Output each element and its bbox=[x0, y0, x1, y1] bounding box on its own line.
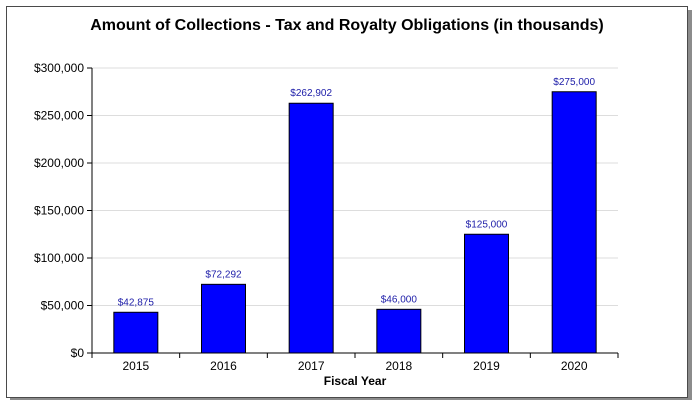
bar bbox=[201, 283, 246, 354]
y-tick-label: $300,000 bbox=[34, 61, 84, 75]
x-tick-label: 2015 bbox=[122, 359, 149, 373]
bar bbox=[288, 102, 334, 354]
data-label: $42,875 bbox=[118, 297, 155, 308]
x-tick-label: 2016 bbox=[210, 359, 237, 373]
bar bbox=[113, 311, 159, 354]
bar bbox=[464, 233, 509, 354]
x-tick-label: 2019 bbox=[473, 359, 500, 373]
chart-title: Amount of Collections - Tax and Royalty … bbox=[90, 17, 604, 34]
y-tick-label: $50,000 bbox=[41, 299, 85, 313]
data-label: $72,292 bbox=[205, 269, 242, 280]
y-tick-label: $250,000 bbox=[34, 109, 84, 123]
data-label: $275,000 bbox=[553, 77, 595, 88]
chart-frame: Amount of Collections - Tax and Royalty … bbox=[6, 6, 688, 398]
data-label: $46,000 bbox=[381, 294, 418, 305]
bar bbox=[551, 91, 597, 354]
x-axis-label: Fiscal Year bbox=[324, 374, 387, 388]
bar-chart: $0 $50,000 $100,000 $150,000 $200,000 $250,00… bbox=[34, 61, 619, 388]
x-tick-label: 2018 bbox=[385, 359, 412, 373]
y-tick-label: $0 bbox=[71, 346, 85, 360]
data-label: $125,000 bbox=[466, 219, 508, 230]
x-tick-label: 2017 bbox=[298, 359, 325, 373]
y-tick-label: $100,000 bbox=[34, 251, 84, 265]
y-tick-label: $200,000 bbox=[34, 156, 84, 170]
data-label: $262,902 bbox=[290, 88, 332, 99]
x-tick-label: 2020 bbox=[561, 359, 588, 373]
bar bbox=[376, 308, 422, 354]
y-tick-label: $150,000 bbox=[34, 204, 84, 218]
